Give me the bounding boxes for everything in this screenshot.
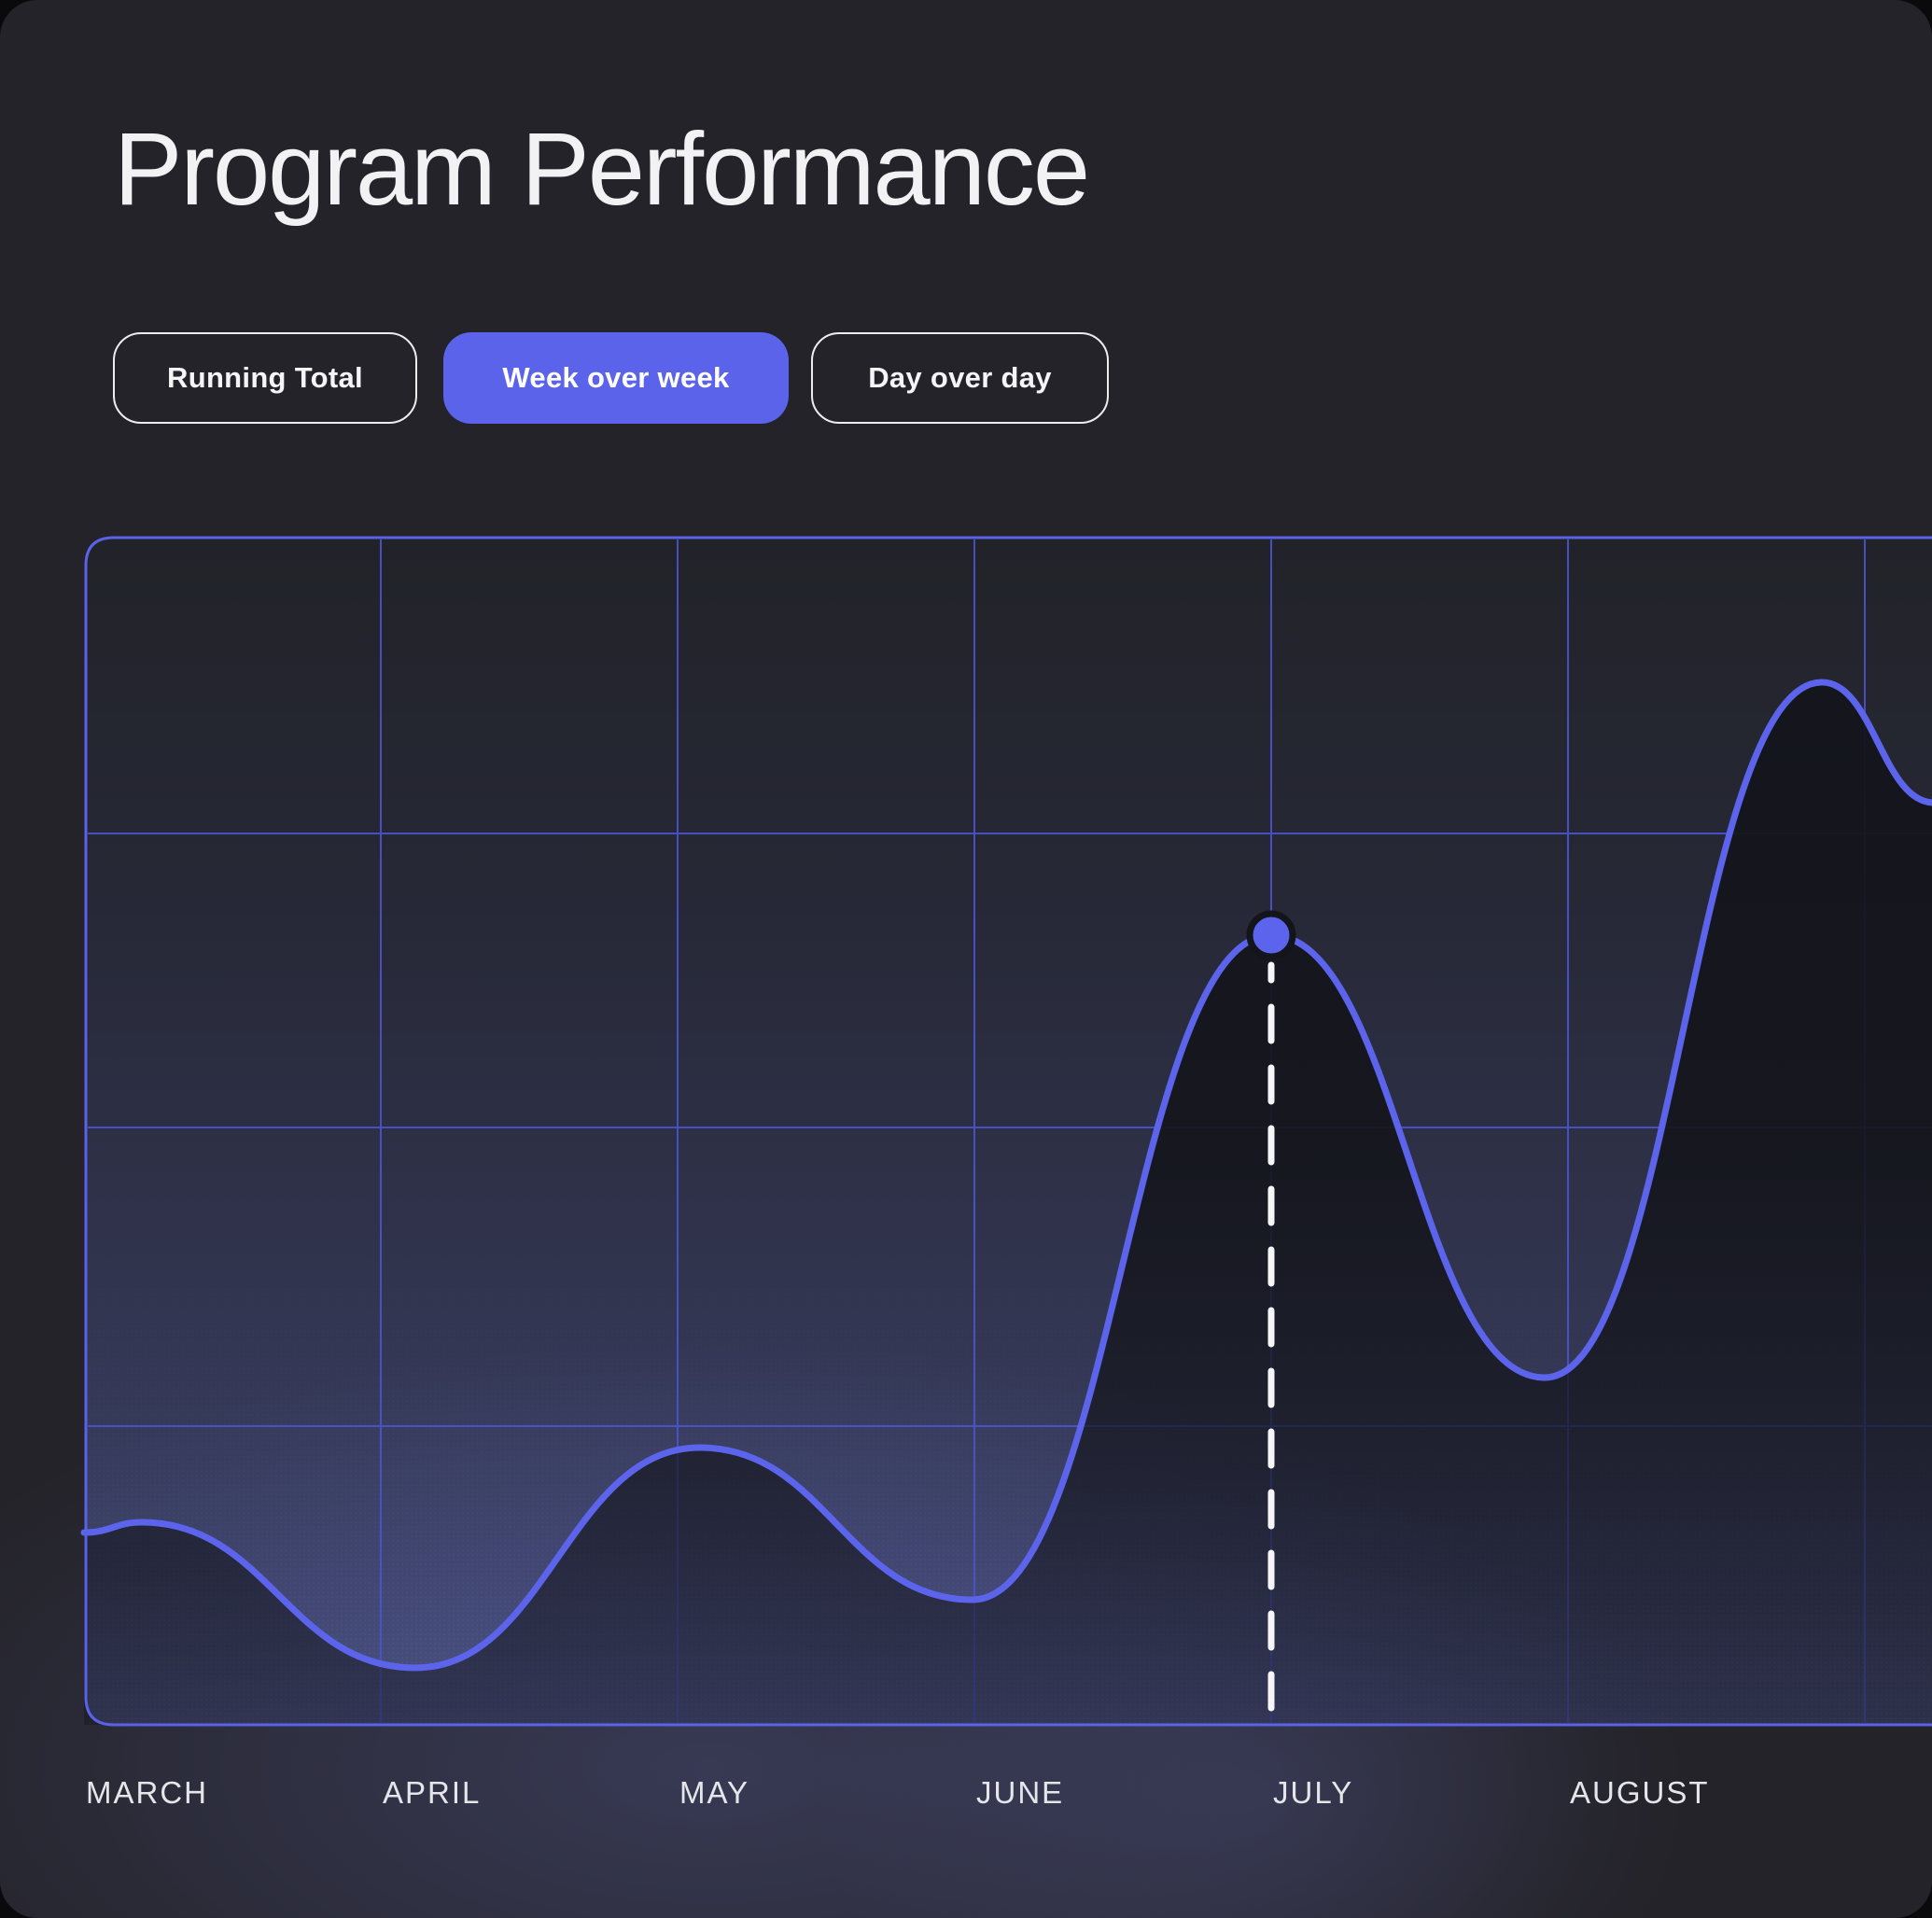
plot-border <box>84 536 1932 1727</box>
filter-button-running-total[interactable]: Running Total <box>113 332 417 424</box>
data-point-marker[interactable] <box>1246 910 1296 960</box>
month-label-april: APRIL <box>383 1775 481 1810</box>
area-fill <box>84 682 1932 1725</box>
month-label-august: AUGUST <box>1570 1775 1710 1810</box>
page-title: Program Performance <box>114 112 1090 227</box>
month-label-june: JUNE <box>976 1775 1064 1810</box>
data-line <box>80 679 1932 1672</box>
filter-button-week-over-week[interactable]: Week over week <box>443 332 789 424</box>
month-label-may: MAY <box>679 1775 749 1810</box>
month-label-march: MARCH <box>86 1775 208 1810</box>
filter-button-day-over-day[interactable]: Day over day <box>811 332 1109 424</box>
filter-toolbar: Running Total Week over week Day over da… <box>0 332 1932 424</box>
month-label-july: JULY <box>1273 1775 1353 1810</box>
x-axis-labels: MARCH APRIL MAY JUNE JULY AUGUST <box>86 1775 1710 1810</box>
